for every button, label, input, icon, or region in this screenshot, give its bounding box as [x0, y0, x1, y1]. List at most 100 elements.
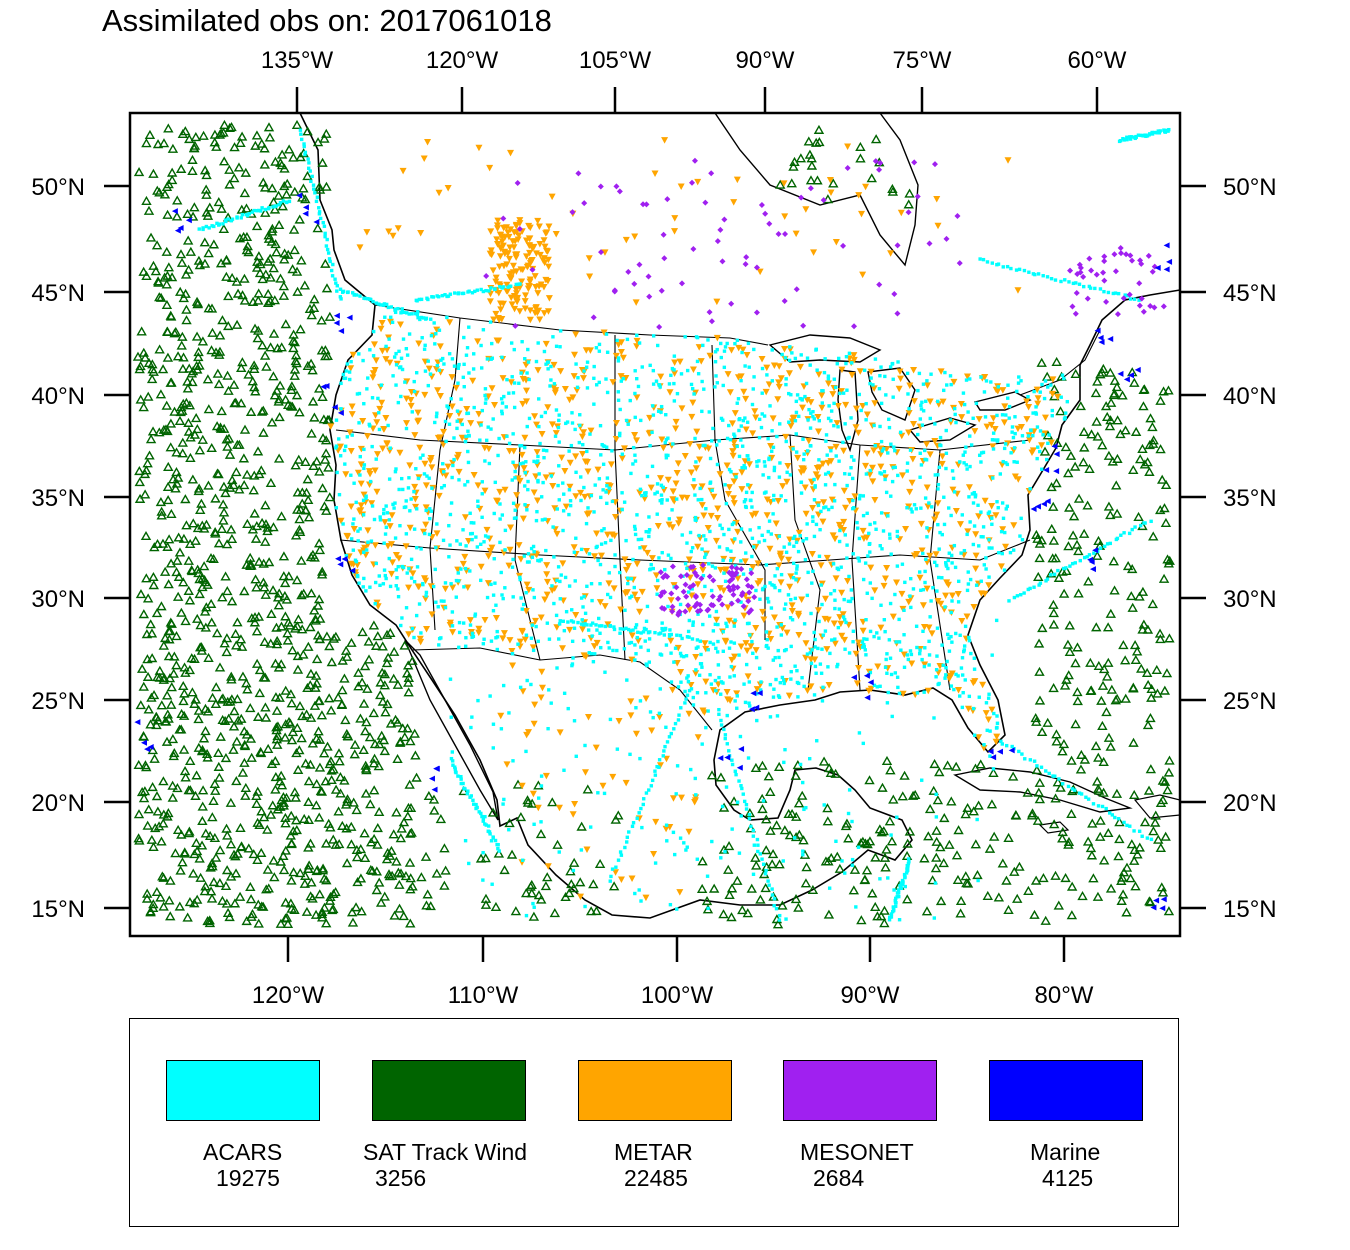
sat-track-wind-mark — [179, 688, 190, 698]
acars-mark — [481, 878, 485, 882]
acars-mark — [695, 690, 700, 695]
acars-mark — [616, 390, 621, 394]
sat-track-wind-mark — [932, 795, 944, 805]
acars-mark — [935, 626, 940, 630]
acars-mark — [987, 510, 992, 514]
metar-mark — [617, 373, 625, 380]
sat-track-wind-mark — [133, 167, 145, 177]
acars-mark — [803, 557, 808, 562]
sat-track-wind-mark — [196, 498, 207, 508]
sat-track-wind-mark — [326, 774, 337, 785]
sat-track-wind-mark — [152, 806, 164, 816]
acars-mark — [981, 525, 986, 529]
sat-track-wind-mark — [440, 865, 451, 875]
acars-mark — [396, 587, 400, 591]
acars-mark — [909, 507, 913, 511]
metar-mark — [804, 687, 812, 695]
acars-mark — [739, 424, 743, 428]
acars-mark — [807, 756, 812, 761]
metar-mark — [506, 546, 514, 554]
metar-mark — [763, 496, 771, 504]
metar-mark — [420, 575, 428, 582]
metar-mark — [516, 638, 524, 646]
sat-track-wind-mark — [294, 526, 306, 536]
sat-track-wind-mark — [332, 692, 344, 702]
acars-mark — [697, 673, 702, 677]
metar-mark — [785, 370, 793, 377]
sat-track-wind-mark — [165, 617, 177, 627]
sat-track-wind-mark — [325, 891, 336, 902]
acars-mark — [635, 513, 639, 517]
acars-mark — [690, 386, 695, 391]
metar-mark — [403, 420, 411, 427]
acars-mark — [642, 491, 647, 495]
acars-mark — [364, 496, 368, 500]
sat-track-wind-mark — [1131, 646, 1143, 656]
acars-mark — [775, 625, 779, 629]
acars-mark — [639, 418, 643, 423]
sat-track-wind-mark — [1118, 640, 1129, 650]
acars-mark — [845, 483, 849, 488]
metar-mark — [475, 625, 483, 633]
acars-mark — [377, 411, 381, 415]
acars-mark — [933, 560, 937, 565]
acars-mark — [779, 623, 784, 627]
metar-mark — [738, 486, 746, 493]
sat-track-wind-mark — [260, 269, 272, 279]
acars-mark — [327, 257, 332, 261]
metar-mark — [513, 290, 521, 297]
sat-track-wind-mark — [1058, 588, 1070, 598]
acars-mark — [599, 542, 604, 546]
sat-track-wind-mark — [148, 690, 160, 700]
sat-track-wind-mark — [166, 377, 177, 387]
sat-track-wind-mark — [288, 152, 299, 162]
acars-mark — [942, 388, 946, 393]
sat-track-wind-mark — [224, 122, 235, 133]
sat-track-wind-mark — [388, 646, 400, 656]
acars-mark — [961, 391, 966, 395]
sat-track-wind-mark — [262, 824, 273, 834]
metar-mark — [433, 530, 441, 537]
acars-mark — [545, 621, 550, 625]
metar-mark — [604, 531, 612, 539]
metar-mark — [534, 217, 542, 225]
sat-track-wind-mark — [409, 728, 420, 738]
acars-mark — [638, 487, 643, 492]
sat-track-wind-mark — [755, 894, 766, 904]
sat-track-wind-mark — [163, 579, 174, 589]
sat-track-wind-mark — [273, 453, 285, 463]
sat-track-wind-mark — [148, 841, 159, 852]
metar-mark — [677, 794, 685, 802]
metar-mark — [674, 460, 682, 467]
sat-track-wind-mark — [155, 892, 166, 902]
metar-mark — [461, 514, 469, 521]
acars-mark — [666, 553, 671, 557]
acars-mark — [751, 651, 755, 656]
acars-mark — [820, 647, 824, 651]
acars-mark — [857, 536, 862, 541]
sat-track-wind-mark — [203, 404, 215, 414]
sat-track-wind-mark — [803, 136, 815, 146]
acars-mark — [984, 379, 989, 383]
acars-mark — [456, 381, 460, 385]
sat-track-wind-mark — [1034, 538, 1046, 548]
acars-mark — [635, 635, 640, 640]
acars-mark — [819, 583, 823, 587]
acars-mark — [464, 434, 468, 439]
sat-track-wind-mark — [718, 909, 729, 919]
acars-mark — [443, 605, 448, 610]
acars-mark — [585, 386, 590, 390]
metar-mark — [483, 526, 491, 534]
metar-mark — [622, 779, 630, 787]
sat-track-wind-mark — [313, 594, 325, 604]
metar-mark — [690, 484, 698, 491]
metar-mark — [414, 409, 422, 417]
metar-mark — [537, 281, 545, 289]
sat-track-wind-mark — [155, 389, 167, 399]
acars-mark — [526, 479, 530, 484]
sat-track-wind-mark — [237, 671, 249, 681]
sat-track-wind-mark — [429, 805, 440, 815]
sat-track-wind-mark — [229, 142, 240, 152]
acars-mark — [933, 422, 937, 426]
acars-mark — [493, 480, 497, 485]
